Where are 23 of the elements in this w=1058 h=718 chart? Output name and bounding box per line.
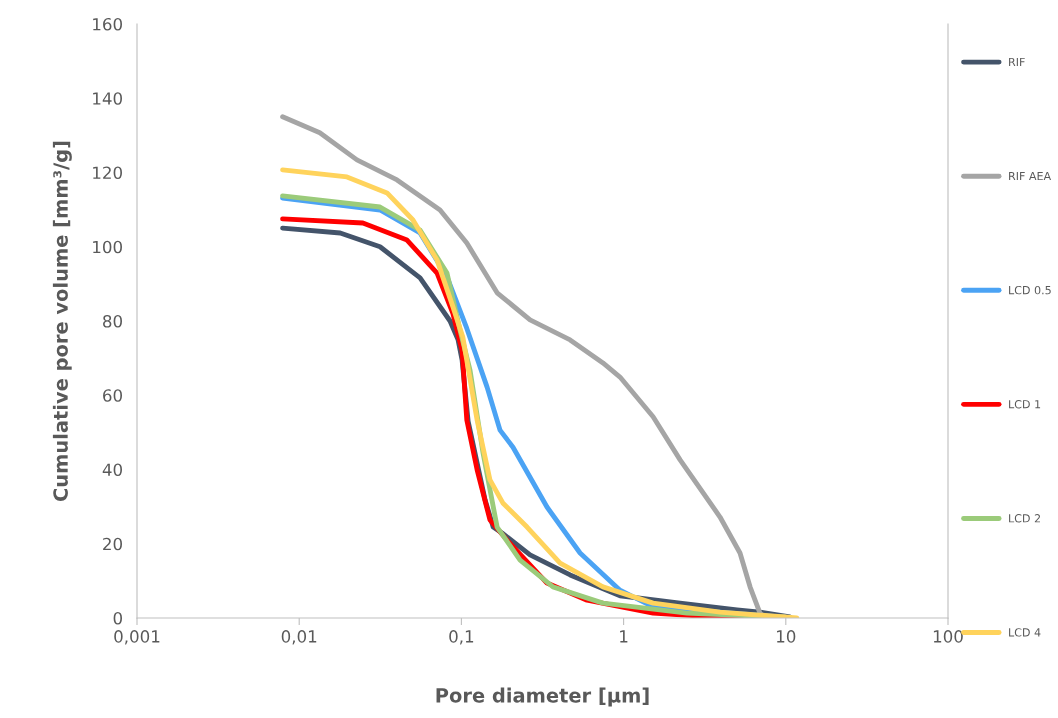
legend-label: LCD 1 [1009, 400, 1041, 409]
legend-label: LCD 2 [1009, 514, 1040, 523]
x-tick-label: 1 [620, 630, 628, 643]
legend-label: RIF [1009, 57, 1025, 66]
x-tick-label: 0,1 [449, 630, 474, 645]
x-axis-title: Pore diameter [µm] [436, 687, 649, 707]
x-tick-label: 100 [933, 630, 963, 643]
legend-label: RIF AEA [1009, 171, 1052, 181]
y-axis-title: Cumulative pore volume [mm³/g] [52, 141, 72, 502]
y-tick-label: 160 [93, 17, 122, 31]
x-tick-label: 0,01 [281, 630, 317, 645]
y-tick-label: 80 [103, 314, 122, 328]
legend-label: LCD 4 [1009, 628, 1041, 637]
y-tick-label: 40 [102, 463, 122, 477]
legend-label: LCD 0.5 [1009, 285, 1051, 295]
y-tick-label: 140 [93, 92, 122, 105]
x-tick-label: 0,001 [114, 630, 160, 645]
y-tick-label: 120 [93, 166, 122, 180]
y-tick-label: 0 [113, 611, 122, 625]
y-tick-label: 20 [103, 537, 122, 551]
x-tick-label: 10 [777, 630, 796, 643]
y-tick-label: 60 [103, 389, 122, 402]
y-tick-label: 100 [93, 240, 122, 254]
